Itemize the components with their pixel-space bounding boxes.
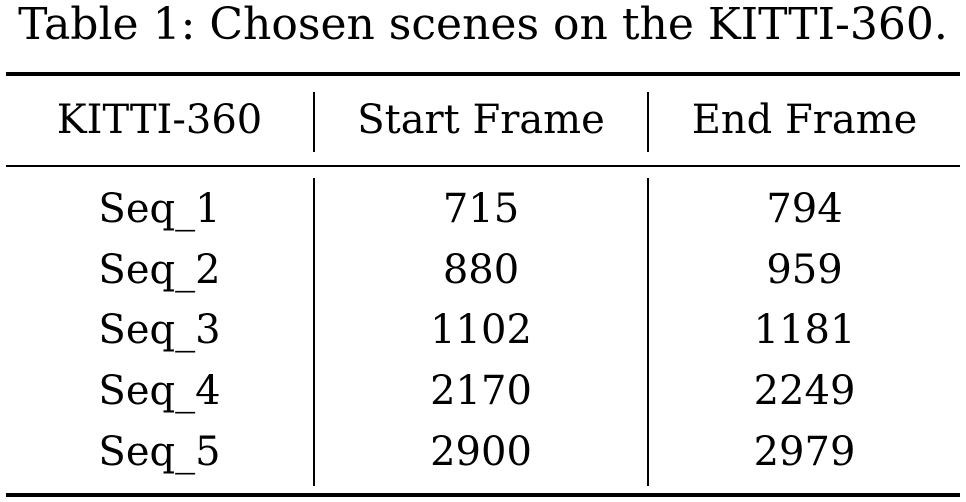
cell-sequence: Seq_1 — [98, 186, 221, 232]
body-divider-2 — [647, 178, 649, 486]
table-caption: Table 1: Chosen scenes on the KITTI-360. — [18, 0, 948, 50]
header-cell-start-frame: Start Frame — [357, 97, 605, 143]
header-rule — [6, 165, 960, 167]
cell-end-frame: 2979 — [753, 429, 856, 475]
header-divider-2 — [647, 92, 649, 152]
header-cell-kitti: KITTI-360 — [56, 97, 263, 143]
cell-end-frame: 794 — [766, 186, 843, 232]
header-divider-1 — [313, 92, 315, 152]
cell-sequence: Seq_5 — [98, 429, 221, 475]
cell-start-frame: 715 — [442, 186, 520, 232]
bottom-rule — [6, 493, 960, 497]
cell-start-frame: 880 — [442, 247, 520, 293]
cell-start-frame: 2170 — [430, 368, 532, 414]
body-divider-1 — [313, 178, 315, 486]
cell-start-frame: 1102 — [430, 307, 532, 353]
cell-end-frame: 1181 — [753, 307, 856, 353]
cell-end-frame: 959 — [766, 247, 843, 293]
header-cell-end-frame: End Frame — [691, 97, 918, 143]
cell-sequence: Seq_4 — [98, 368, 221, 414]
cell-end-frame: 2249 — [753, 368, 856, 414]
cell-start-frame: 2900 — [430, 429, 532, 475]
top-rule — [6, 72, 960, 76]
cell-sequence: Seq_2 — [98, 247, 221, 293]
cell-sequence: Seq_3 — [98, 307, 221, 353]
